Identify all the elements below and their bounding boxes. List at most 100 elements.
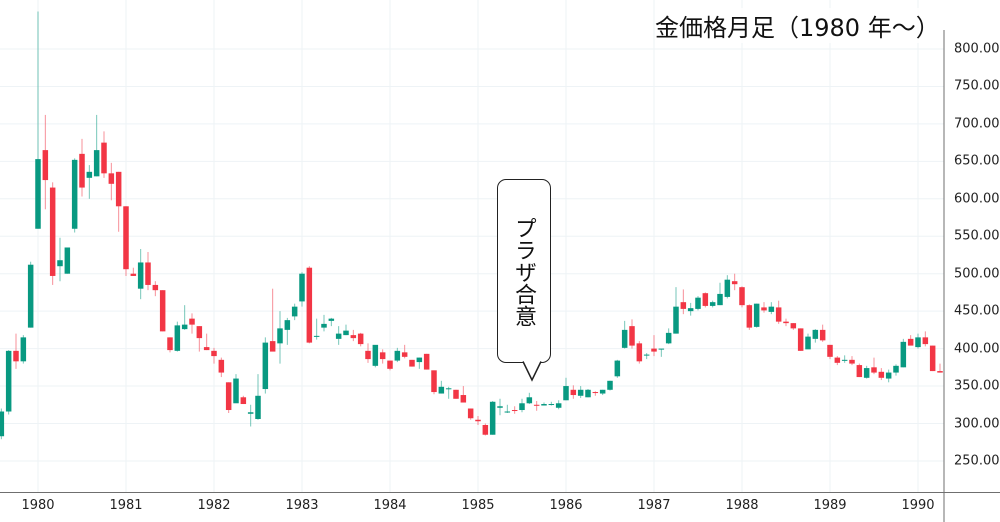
candle [702,292,709,308]
callout-text: プラザ合意 [511,217,536,327]
candle [203,333,210,351]
candle [108,162,115,201]
candle [27,261,34,328]
candle [0,408,5,440]
candle [827,344,833,360]
candle [893,364,899,376]
candle [629,319,635,349]
candle [262,337,269,394]
price-tick-label: 350.00 [954,378,1000,394]
candle [526,392,533,405]
candle [159,290,166,332]
candle [284,317,291,345]
price-tick-label: 550.00 [954,228,1000,244]
candle [856,363,863,378]
candle [885,369,892,383]
candle [372,344,379,368]
candle [321,314,327,332]
candle [181,305,188,330]
candle [218,357,225,378]
candle [445,386,452,399]
candle [812,329,819,343]
price-tick-label: 500.00 [954,266,1000,282]
candle [570,385,577,399]
candle [291,303,298,321]
candle [5,350,12,415]
candle [247,404,254,427]
candle [137,248,144,300]
candle [819,324,826,342]
candle [592,391,599,396]
candle [511,406,518,414]
candle [599,389,606,396]
candle [541,402,547,406]
year-tick-label: 1988 [725,498,759,513]
candle [401,344,408,359]
candle [115,171,122,232]
candle [42,114,49,210]
candle [196,326,203,352]
candle [20,335,27,364]
candle [93,114,100,177]
candle [555,400,562,410]
candle [460,386,467,403]
candle [805,333,811,350]
candle [731,273,738,291]
price-tick-label: 600.00 [954,191,1000,207]
candle [387,360,393,371]
candle [651,335,657,357]
candle [174,321,181,352]
candle [255,374,261,420]
price-tick-label: 650.00 [954,153,1000,169]
candle [167,337,173,353]
candle [350,329,357,342]
price-tick-label: 400.00 [954,341,1000,357]
chart-title: 金価格月足（1980 年〜） [655,8,940,43]
candle [189,313,195,334]
candle [299,272,305,307]
candle [922,331,929,347]
candle [790,323,797,330]
candle [335,326,342,345]
candle [240,395,247,405]
candle [489,401,496,435]
candle [643,353,650,360]
year-tick-label: 1984 [373,498,407,513]
callout-tail-icon [522,361,542,382]
candle [783,318,789,327]
year-tick-label: 1985 [461,498,495,513]
candle [577,386,584,399]
candle [365,343,371,363]
candle [35,11,41,229]
candle [431,370,437,395]
candle [453,389,459,399]
candle [695,296,701,311]
candle [761,302,767,313]
candle [585,389,591,398]
candle [277,311,283,364]
candle [533,401,540,411]
candle [152,281,159,297]
candle [746,304,753,330]
candle [614,359,621,378]
candle [915,333,921,349]
candle [482,423,489,436]
candle [343,324,349,336]
candle [306,266,313,344]
candle [621,320,628,349]
candle [673,287,679,334]
price-tick-label: 300.00 [954,416,1000,431]
candle [328,317,335,327]
candle [211,347,217,364]
year-tick-label: 1989 [813,498,847,513]
candle [929,345,936,372]
year-tick-label: 1986 [549,498,583,513]
price-tick-label: 700.00 [954,116,1000,132]
candle [64,247,71,274]
candle [717,282,723,306]
candle [775,300,782,324]
price-tick-label: 450.00 [954,303,1000,319]
price-tick-label: 750.00 [954,78,1000,94]
candle [849,356,855,366]
candle [937,363,943,373]
